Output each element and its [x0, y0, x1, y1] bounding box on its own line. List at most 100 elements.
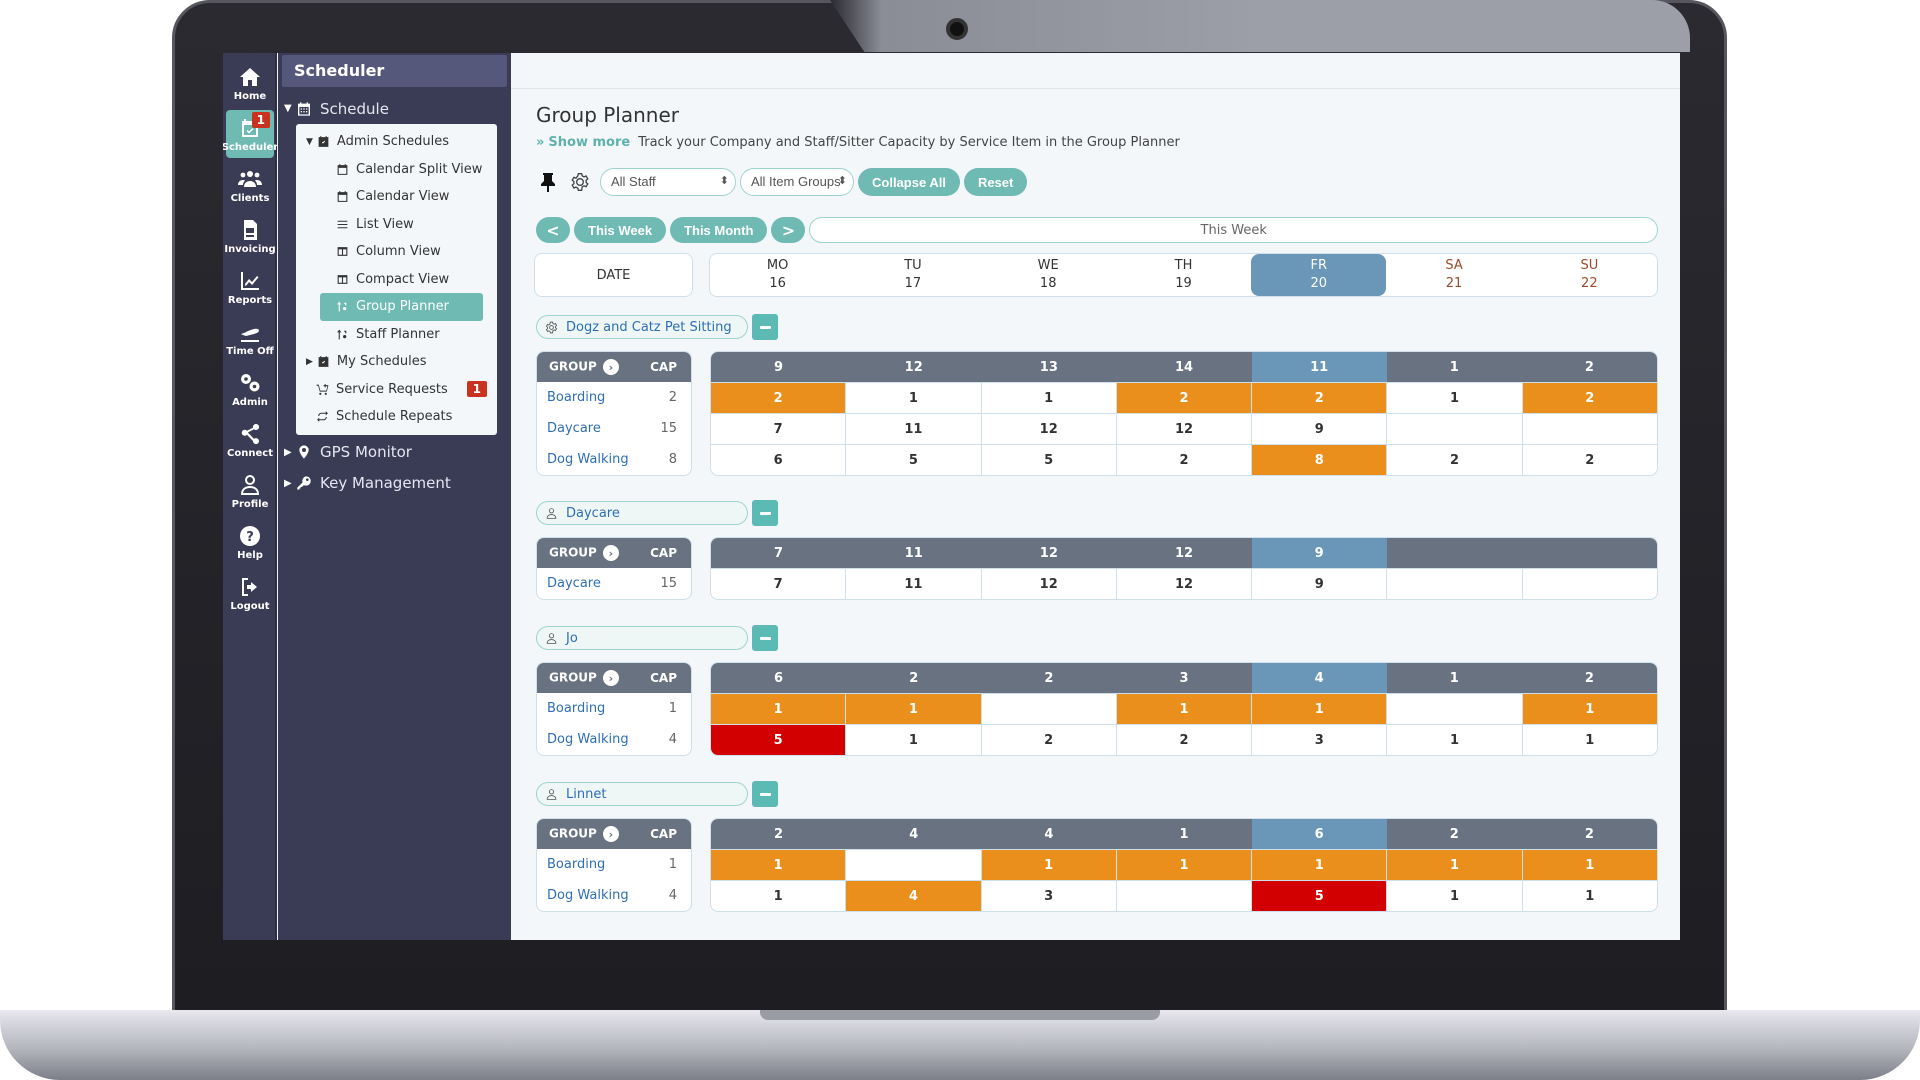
staff-select[interactable]: All Staff: [600, 168, 736, 196]
collapse-section-button[interactable]: [752, 625, 778, 651]
service-item-link[interactable]: Boarding: [547, 857, 606, 872]
collapse-all-button[interactable]: Collapse All: [858, 168, 960, 196]
sidebar-item-staff-planner[interactable]: Staff Planner: [302, 321, 491, 349]
capacity-cell[interactable]: 2: [1115, 445, 1251, 475]
capacity-cell[interactable]: 12: [980, 569, 1116, 599]
capacity-cell[interactable]: 12: [1115, 569, 1251, 599]
service-item-link[interactable]: Boarding: [547, 701, 606, 716]
sidebar-item-schedule[interactable]: ▼ Schedule: [284, 99, 389, 118]
capacity-cell[interactable]: 1: [1386, 881, 1521, 911]
sidebar-item-calendar-view[interactable]: Calendar View: [302, 183, 491, 211]
capacity-cell[interactable]: 5: [1251, 881, 1387, 911]
sidebar-item-my-schedules[interactable]: ▶ My Schedules: [306, 354, 427, 370]
capacity-cell[interactable]: 1: [1521, 850, 1657, 880]
capacity-cell[interactable]: 5: [845, 445, 980, 475]
collapse-section-button[interactable]: [752, 781, 778, 807]
sidebar-item-admin-schedules[interactable]: ▼ Admin Schedules: [306, 134, 449, 150]
pin-button[interactable]: [536, 170, 560, 194]
capacity-cell[interactable]: 4: [845, 881, 981, 911]
service-item-link[interactable]: Boarding: [547, 390, 606, 405]
capacity-cell[interactable]: 1: [1115, 850, 1252, 880]
sidebar-item-column-view[interactable]: Column View: [302, 238, 491, 266]
capacity-cell[interactable]: 6: [773, 452, 783, 468]
capacity-cell[interactable]: 12: [1115, 414, 1251, 444]
capacity-cell[interactable]: 1: [1386, 725, 1521, 755]
capacity-cell[interactable]: 3: [1251, 725, 1386, 755]
section-name-field[interactable]: Jo: [536, 626, 748, 650]
capacity-cell[interactable]: 9: [1251, 569, 1386, 599]
rail-reports[interactable]: Reports: [226, 263, 274, 311]
reset-button[interactable]: Reset: [963, 168, 1028, 196]
capacity-cell[interactable]: 1: [1115, 694, 1252, 724]
capacity-cell[interactable]: 1: [845, 694, 981, 724]
capacity-cell[interactable]: 2: [1251, 383, 1387, 413]
capacity-cell[interactable]: [845, 850, 980, 880]
next-week-button[interactable]: >: [771, 217, 806, 243]
settings-button[interactable]: [568, 170, 592, 194]
service-item-link[interactable]: Daycare: [547, 421, 601, 436]
section-name-field[interactable]: Linnet: [536, 782, 748, 806]
chevron-circle-right-icon[interactable]: ›: [602, 545, 619, 561]
sidebar-item-gps-monitor[interactable]: ▶ GPS Monitor: [284, 443, 412, 461]
capacity-cell[interactable]: 1: [1386, 850, 1522, 880]
date-range-input[interactable]: This Week: [809, 217, 1658, 243]
capacity-cell[interactable]: 1: [773, 888, 783, 904]
sidebar-item-group-planner[interactable]: Group Planner: [320, 293, 483, 321]
section-name-field[interactable]: Dogz and Catz Pet Sitting: [536, 315, 748, 339]
capacity-cell[interactable]: 5: [711, 725, 846, 755]
rail-time-off[interactable]: Time Off: [226, 314, 274, 362]
rail-invoicing[interactable]: Invoicing: [224, 212, 276, 260]
item-groups-select[interactable]: All Item Groups: [740, 168, 854, 196]
capacity-cell[interactable]: 1: [711, 694, 846, 724]
capacity-cell[interactable]: [1115, 881, 1251, 911]
service-item-link[interactable]: Dog Walking: [547, 732, 629, 747]
capacity-cell[interactable]: [980, 694, 1116, 724]
capacity-cell[interactable]: 2: [1115, 383, 1252, 413]
rail-logout[interactable]: Logout: [226, 569, 274, 617]
capacity-cell[interactable]: 1: [1521, 881, 1657, 911]
prev-week-button[interactable]: <: [536, 217, 570, 243]
capacity-cell[interactable]: 1: [1386, 383, 1521, 413]
capacity-cell[interactable]: [1386, 569, 1521, 599]
capacity-cell[interactable]: 2: [1521, 383, 1657, 413]
sidebar-item-list-view[interactable]: List View: [302, 211, 491, 239]
show-more-link[interactable]: Show more: [548, 135, 631, 150]
capacity-cell[interactable]: 1: [980, 383, 1116, 413]
capacity-cell[interactable]: 1: [711, 850, 846, 880]
section-name-field[interactable]: Daycare: [536, 501, 748, 525]
capacity-cell[interactable]: 9: [1251, 414, 1386, 444]
capacity-cell[interactable]: 2: [1521, 445, 1657, 475]
sidebar-item-service-requests[interactable]: Service Requests 1: [302, 376, 491, 404]
rail-connect[interactable]: Connect: [226, 416, 274, 464]
this-month-button[interactable]: This Month: [670, 217, 768, 243]
capacity-cell[interactable]: 11: [845, 569, 980, 599]
capacity-cell[interactable]: [1521, 569, 1657, 599]
sidebar-item-calendar-split-view[interactable]: Calendar Split View: [302, 156, 491, 184]
chevron-circle-right-icon[interactable]: ›: [602, 359, 619, 375]
sidebar-item-compact-view[interactable]: Compact View: [302, 266, 491, 294]
capacity-cell[interactable]: 7: [773, 576, 783, 592]
collapse-section-button[interactable]: [752, 314, 778, 340]
rail-clients[interactable]: Clients: [226, 161, 274, 209]
collapse-section-button[interactable]: [752, 500, 778, 526]
capacity-cell[interactable]: 1: [1521, 694, 1657, 724]
capacity-cell[interactable]: 1: [845, 725, 980, 755]
capacity-cell[interactable]: 11: [845, 414, 980, 444]
sidebar-item-schedule-repeats[interactable]: Schedule Repeats: [302, 403, 491, 431]
capacity-cell[interactable]: [1386, 414, 1521, 444]
rail-home[interactable]: Home: [226, 59, 274, 107]
rail-admin[interactable]: Admin: [226, 365, 274, 413]
capacity-cell[interactable]: 7: [773, 421, 783, 437]
sidebar-item-key-management[interactable]: ▶ Key Management: [284, 474, 451, 492]
service-item-link[interactable]: Dog Walking: [547, 452, 629, 467]
chevron-circle-right-icon[interactable]: ›: [602, 826, 619, 842]
capacity-cell[interactable]: 2: [1115, 725, 1251, 755]
capacity-cell[interactable]: [1521, 414, 1657, 444]
capacity-cell[interactable]: 12: [980, 414, 1116, 444]
capacity-cell[interactable]: 2: [711, 383, 846, 413]
capacity-cell[interactable]: 2: [980, 725, 1116, 755]
capacity-cell[interactable]: 8: [1251, 445, 1387, 475]
rail-scheduler[interactable]: Scheduler 1: [223, 110, 278, 158]
capacity-cell[interactable]: 1: [1251, 850, 1387, 880]
capacity-cell[interactable]: 1: [845, 383, 980, 413]
